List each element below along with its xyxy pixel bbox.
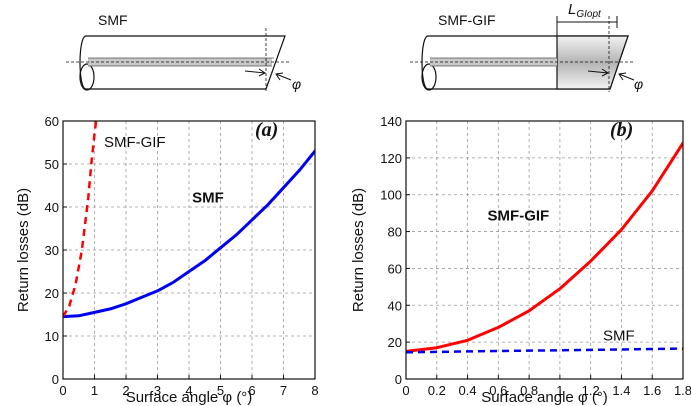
x-tick-label: 4: [185, 383, 192, 398]
series-label-smf: SMF: [192, 190, 224, 207]
plot-frame: [405, 120, 684, 380]
gif-segment: [556, 35, 629, 90]
gif-length-label-base: L: [568, 1, 576, 18]
x-tick-label: 0: [59, 383, 66, 398]
y-axis-label: Return losses (dB): [15, 188, 32, 312]
x-tick-label: 0.2: [428, 383, 446, 398]
smf-gif-diagram-label: SMF-GIF: [438, 12, 496, 28]
y-tick-label: 100: [380, 188, 402, 203]
x-tick-label: 1.4: [612, 383, 630, 398]
gif-length-label: LGIopt: [568, 1, 602, 20]
y-tick-label: 20: [45, 286, 59, 301]
smf-gif-angle-symbol: φ: [634, 76, 643, 92]
x-tick-label: 6: [248, 383, 255, 398]
x-tick-label: 0: [402, 383, 409, 398]
x-tick-label: 0.4: [459, 383, 477, 398]
panel-label: (b): [610, 119, 633, 141]
series-line-smf-gif: [406, 141, 683, 353]
gif-length-label-subscript: GIopt: [576, 9, 602, 20]
x-axis-label: Surface angle φ (°): [481, 389, 608, 406]
y-tick-label: 20: [388, 335, 402, 350]
chart-panel-a: 0 1 2 3 4 5 6 7 8 0 10 20 30 40 50 60 Surface angle φ (°…: [15, 114, 319, 406]
smf-gif-angle-arrow-right: [618, 72, 635, 81]
x-tick-label: 1: [91, 383, 98, 398]
x-tick-label: 1: [556, 383, 563, 398]
smf-gif-angle-arrow-left: [587, 68, 609, 77]
x-tick-label: 1.6: [643, 383, 661, 398]
chart-panel-b: 0 0.2 0.4 0.6 0.8 1 1.2 1.4 1.6 1.8 0 20 40 60 80 100 12…: [350, 114, 691, 406]
x-tick-label: 8: [311, 383, 318, 398]
series-line-smf-gif: [63, 120, 98, 318]
x-tick-label: 0.6: [489, 383, 507, 398]
y-tick-label: 40: [388, 298, 402, 313]
x-tick-label: 1.2: [582, 383, 600, 398]
series-label-smf: SMF: [603, 327, 635, 344]
x-tick-label: 3: [154, 383, 161, 398]
panel-label: (a): [255, 119, 278, 141]
series-label-smf-gif: SMF-GIF: [488, 208, 550, 225]
smf-fiber-end-face: [79, 63, 95, 91]
x-tick-label: 5: [217, 383, 224, 398]
x-tick-label: 2: [122, 383, 129, 398]
y-axis-label: Return losses (dB): [350, 188, 367, 312]
y-tick-label: 40: [45, 200, 59, 215]
series-label-smf-gif: SMF-GIF: [104, 134, 166, 151]
y-tick-label: 50: [45, 157, 59, 172]
x-tick-label: 0.8: [520, 383, 538, 398]
plot-area: [406, 121, 683, 379]
smf-diagram-label: SMF: [98, 12, 128, 28]
smf-fiber-diagram: SMF φ: [66, 12, 301, 92]
x-tick-label: 7: [280, 383, 287, 398]
y-tick-label: 0: [395, 372, 402, 387]
series-line-smf: [406, 347, 683, 354]
smf-angle-symbol: φ: [292, 76, 301, 92]
y-tick-label: 0: [52, 372, 59, 387]
smf-gif-fiber-left-end: [421, 35, 429, 90]
series-line-smf: [63, 149, 315, 319]
smf-fiber-left-end: [79, 35, 87, 90]
smf-gif-fiber-core: [430, 58, 557, 66]
smf-gif-fiber-diagram: SMF-GIF φ LGIopt: [410, 1, 643, 92]
x-tick-label: 1.8: [674, 383, 691, 398]
y-tick-label: 120: [380, 151, 402, 166]
smf-fiber-core: [88, 58, 272, 66]
y-tick-label: 10: [45, 329, 59, 344]
y-tick-label: 60: [388, 261, 402, 276]
y-tick-label: 30: [45, 243, 59, 258]
y-tick-label: 80: [388, 225, 402, 240]
x-axis-label: Surface angle φ (°): [126, 389, 253, 406]
y-tick-label: 60: [45, 114, 59, 129]
smf-angle-arrow-left: [244, 68, 266, 77]
smf-gif-fiber-end-face: [421, 63, 437, 91]
y-tick-label: 140: [380, 114, 402, 129]
smf-angle-arrow-right: [275, 72, 292, 81]
